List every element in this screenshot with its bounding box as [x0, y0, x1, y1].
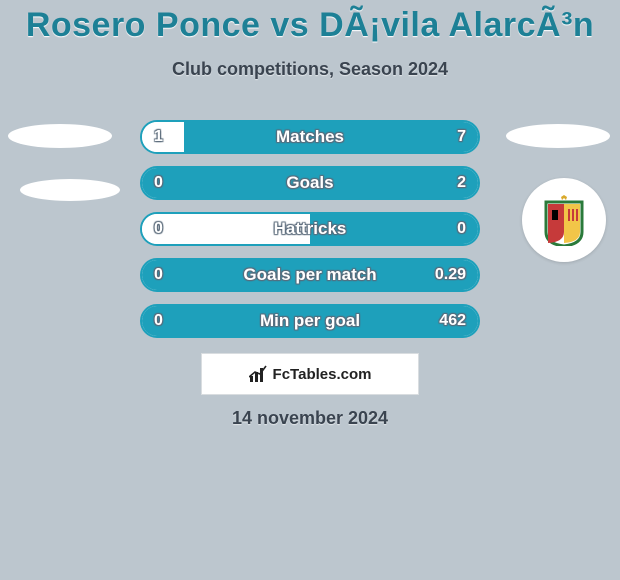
player2-club-badge — [522, 178, 606, 262]
lion-icon — [552, 210, 558, 220]
stat-label: Goals per match — [142, 260, 478, 290]
stat-label: Goals — [142, 168, 478, 198]
stat-row: 0462Min per goal — [140, 304, 480, 338]
page-subtitle: Club competitions, Season 2024 — [0, 59, 620, 80]
stat-row: 02Goals — [140, 166, 480, 200]
stat-label: Matches — [142, 122, 478, 152]
branding-suffix: Tables.com — [290, 366, 371, 383]
bar-chart-icon — [249, 365, 267, 383]
stat-row: 00Hattricks — [140, 212, 480, 246]
stats-section: 17Matches 02Goals 00Hattricks 00.29Goals pe… — [140, 120, 480, 350]
stat-label: Min per goal — [142, 306, 478, 336]
page-title: Rosero Ponce vs DÃ¡vila AlarcÃ³n — [0, 0, 620, 45]
infographic-date: 14 november 2024 — [0, 408, 620, 429]
player2-badge-top — [506, 124, 610, 148]
branding-prefix: Fc — [273, 366, 291, 383]
stat-label: Hattricks — [142, 214, 478, 244]
comparison-infographic: Rosero Ponce vs DÃ¡vila AlarcÃ³n Club co… — [0, 0, 620, 580]
star-icon — [561, 195, 567, 200]
stat-row: 00.29Goals per match — [140, 258, 480, 292]
player1-badge-bottom — [20, 179, 120, 201]
club-shield-icon — [542, 194, 586, 246]
branding-badge: FcTables.com — [201, 353, 419, 395]
branding-text: FcTables.com — [273, 366, 372, 383]
player1-badge-top — [8, 124, 112, 148]
stat-row: 17Matches — [140, 120, 480, 154]
